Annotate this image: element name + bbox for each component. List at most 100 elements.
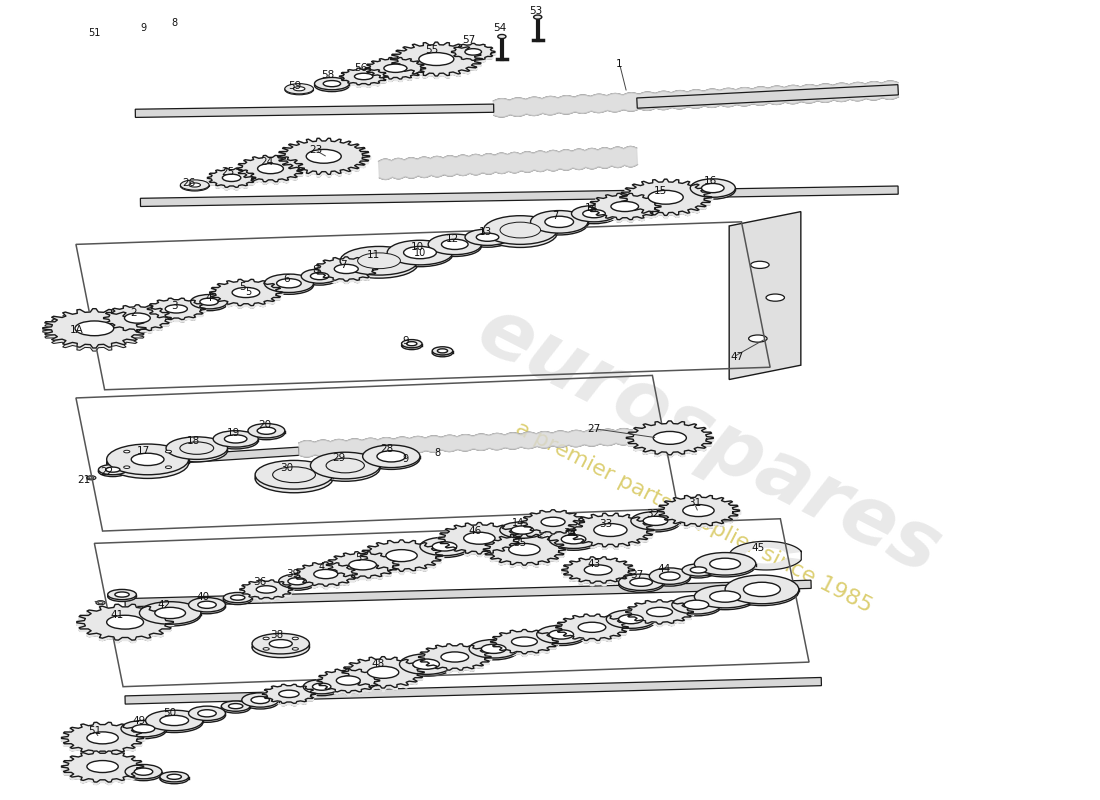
Polygon shape [350,70,353,73]
Polygon shape [117,750,122,754]
Polygon shape [160,325,162,330]
Ellipse shape [326,458,364,473]
Polygon shape [524,630,526,632]
Ellipse shape [363,447,420,470]
Polygon shape [562,570,568,574]
Polygon shape [253,180,254,182]
Polygon shape [473,666,474,670]
Polygon shape [79,628,80,631]
Polygon shape [65,761,72,763]
Polygon shape [141,329,145,332]
Polygon shape [390,569,394,573]
Polygon shape [417,62,419,66]
Polygon shape [251,159,254,163]
Polygon shape [591,202,597,204]
Polygon shape [492,52,495,55]
Polygon shape [239,279,241,282]
Polygon shape [326,674,328,678]
Polygon shape [597,614,600,617]
Polygon shape [378,70,380,73]
Polygon shape [447,529,453,532]
Polygon shape [626,421,713,454]
Polygon shape [573,522,578,526]
Polygon shape [710,526,713,528]
Polygon shape [525,527,530,530]
Polygon shape [216,170,218,173]
Polygon shape [290,165,293,168]
Polygon shape [576,527,582,530]
Polygon shape [697,427,704,431]
Polygon shape [632,542,638,546]
Polygon shape [150,610,154,614]
Text: 31: 31 [688,498,701,509]
Polygon shape [502,537,507,541]
Polygon shape [262,580,264,584]
Polygon shape [637,194,641,198]
Text: 5: 5 [355,553,362,562]
Polygon shape [107,323,112,326]
Polygon shape [418,75,419,78]
Polygon shape [512,529,514,532]
Polygon shape [332,689,336,692]
Polygon shape [466,50,469,54]
Polygon shape [336,279,339,282]
Polygon shape [346,579,349,583]
Polygon shape [119,638,122,642]
Polygon shape [340,70,388,87]
Polygon shape [142,636,147,641]
Polygon shape [242,185,245,188]
Polygon shape [362,83,365,86]
Polygon shape [218,170,221,174]
Polygon shape [526,652,528,656]
Polygon shape [399,79,402,82]
Polygon shape [425,566,427,570]
Ellipse shape [572,207,617,224]
Polygon shape [617,194,619,196]
Polygon shape [343,574,344,578]
Polygon shape [70,727,72,730]
Polygon shape [134,761,141,763]
Polygon shape [297,168,299,174]
Polygon shape [463,58,466,62]
Polygon shape [733,511,739,514]
Polygon shape [136,733,142,737]
Polygon shape [678,422,682,426]
Polygon shape [317,265,320,269]
Polygon shape [336,556,341,559]
Polygon shape [348,142,351,147]
Polygon shape [227,282,228,286]
Polygon shape [315,259,377,283]
Polygon shape [122,753,124,756]
Ellipse shape [285,85,314,94]
Polygon shape [360,260,363,263]
Polygon shape [374,683,377,687]
Polygon shape [351,662,358,666]
Ellipse shape [647,607,672,617]
Polygon shape [566,529,574,532]
Polygon shape [370,561,372,565]
Polygon shape [497,550,503,554]
Polygon shape [558,630,562,634]
Polygon shape [378,146,638,179]
Polygon shape [673,498,675,503]
Polygon shape [549,646,556,649]
Polygon shape [320,686,326,688]
Ellipse shape [534,15,542,19]
Polygon shape [503,550,505,554]
Polygon shape [165,321,169,325]
Polygon shape [62,765,68,769]
Polygon shape [78,747,82,751]
Polygon shape [145,306,150,310]
Polygon shape [591,514,594,518]
Polygon shape [324,260,330,263]
Polygon shape [178,318,182,322]
Ellipse shape [293,648,298,650]
Polygon shape [556,614,628,641]
Polygon shape [532,651,536,655]
Polygon shape [80,753,84,756]
Polygon shape [540,533,542,536]
Text: 17: 17 [136,446,151,456]
Ellipse shape [310,452,380,479]
Polygon shape [100,751,104,754]
Polygon shape [472,60,474,62]
